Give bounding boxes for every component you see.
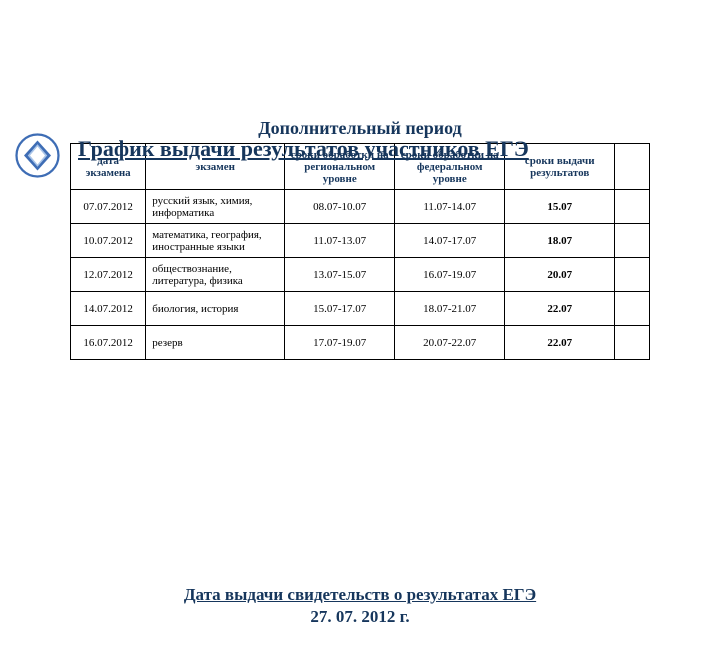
- table-row: 07.07.2012русский язык, химия, информати…: [71, 190, 650, 224]
- cell-result: 20.07: [505, 258, 615, 292]
- cell-subject: резерв: [146, 326, 285, 360]
- schedule-table: дата экзамена экзамен сроки обработки на…: [70, 143, 650, 360]
- cell-date: 14.07.2012: [71, 292, 146, 326]
- cell-subject: математика, география, иностранные языки: [146, 224, 285, 258]
- footer-line2: 27. 07. 2012 г.: [310, 607, 409, 626]
- cell-regional: 13.07-15.07: [285, 258, 395, 292]
- cell-date: 10.07.2012: [71, 224, 146, 258]
- schedule-table-wrap: дата экзамена экзамен сроки обработки на…: [0, 143, 720, 360]
- cell-subject: обществознание, литература, физика: [146, 258, 285, 292]
- footer-line1: Дата выдачи свидетельств о результатах Е…: [184, 585, 536, 604]
- cell-blank: [615, 224, 650, 258]
- cell-result: 18.07: [505, 224, 615, 258]
- table-row: 10.07.2012математика, география, иностра…: [71, 224, 650, 258]
- cell-federal: 16.07-19.07: [395, 258, 505, 292]
- cell-federal: 11.07-14.07: [395, 190, 505, 224]
- cell-blank: [615, 292, 650, 326]
- cell-subject: русский язык, химия, информатика: [146, 190, 285, 224]
- org-logo-icon: [15, 133, 60, 178]
- cell-result: 15.07: [505, 190, 615, 224]
- table-row: 14.07.2012биология, история15.07-17.0718…: [71, 292, 650, 326]
- cell-blank: [615, 190, 650, 224]
- cell-blank: [615, 326, 650, 360]
- page-title: График выдачи результатов участников ЕГЭ: [78, 136, 700, 162]
- cell-date: 07.07.2012: [71, 190, 146, 224]
- cell-regional: 15.07-17.07: [285, 292, 395, 326]
- cell-regional: 08.07-10.07: [285, 190, 395, 224]
- cell-subject: биология, история: [146, 292, 285, 326]
- table-row: 12.07.2012обществознание, литература, фи…: [71, 258, 650, 292]
- cell-regional: 17.07-19.07: [285, 326, 395, 360]
- cell-date: 12.07.2012: [71, 258, 146, 292]
- cell-date: 16.07.2012: [71, 326, 146, 360]
- footer-note: Дата выдачи свидетельств о результатах Е…: [0, 584, 720, 628]
- cell-blank: [615, 258, 650, 292]
- cell-result: 22.07: [505, 292, 615, 326]
- cell-federal: 18.07-21.07: [395, 292, 505, 326]
- cell-federal: 14.07-17.07: [395, 224, 505, 258]
- cell-regional: 11.07-13.07: [285, 224, 395, 258]
- cell-result: 22.07: [505, 326, 615, 360]
- cell-federal: 20.07-22.07: [395, 326, 505, 360]
- table-row: 16.07.2012резерв17.07-19.0720.07-22.0722…: [71, 326, 650, 360]
